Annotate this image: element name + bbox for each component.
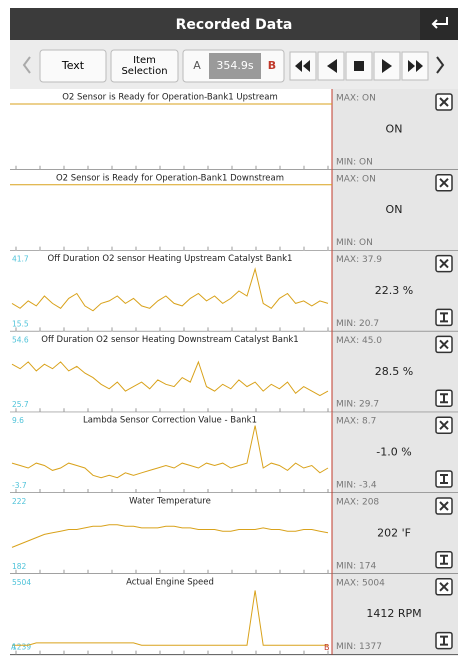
back-icon [431, 17, 448, 29]
play-icon [382, 59, 392, 73]
scale-icon [440, 554, 448, 565]
graph-panel [10, 250, 332, 332]
signal-trace [11, 425, 329, 479]
graph-panel [10, 89, 332, 170]
scale-icon [440, 635, 448, 646]
scale-icon [440, 312, 448, 323]
remove-icon [439, 178, 449, 188]
current-value: ON [386, 122, 403, 135]
stop-icon [354, 61, 364, 71]
current-value: -1.0 % [376, 446, 411, 459]
graph-title: Off Duration O2 sensor Heating Downstrea… [41, 335, 298, 345]
signal-trace [11, 524, 329, 548]
min-label: MIN: ON [336, 157, 373, 167]
cursor-a[interactable]: A [193, 59, 201, 72]
graph-title: O2 Sensor is Ready for Operation-Bank1 U… [62, 93, 278, 103]
signal-trace [12, 590, 328, 646]
max-label: MAX: 37.9 [336, 255, 382, 265]
current-value: 28.5 % [375, 365, 413, 378]
prev-page[interactable] [22, 56, 31, 74]
scale-icon [440, 393, 448, 404]
media-controls [289, 51, 429, 81]
item-button-label: Item Selection [121, 55, 168, 77]
axis-top-label: 222 [12, 497, 27, 506]
current-value: 202 'F [377, 526, 411, 539]
item-button-wrap: Item Selection [121, 55, 168, 77]
max-label: MAX: 5004 [336, 578, 385, 588]
axis-top-label: 5504 [12, 578, 31, 587]
graph-title: Lambda Sensor Correction Value - Bank1 [83, 416, 257, 426]
min-label: MIN: 1377 [336, 642, 382, 652]
item-button[interactable] [110, 49, 179, 83]
current-value: ON [386, 203, 403, 216]
axis-bottom-label: 1239 [12, 643, 31, 652]
axis-bottom-label: 15.5 [12, 319, 29, 328]
axis-top-label: 54.6 [12, 335, 29, 344]
graph-panel [10, 493, 332, 574]
current-value: 22.3 % [375, 284, 413, 297]
max-label: MAX: ON [336, 174, 376, 184]
cursor-a-marker: A [11, 643, 17, 652]
cursor-b[interactable]: B [268, 59, 276, 72]
axis-top-label: 41.7 [12, 255, 29, 264]
time-box [209, 53, 261, 79]
min-label: MIN: 20.7 [336, 319, 379, 329]
min-label: MIN: -3.4 [336, 481, 377, 491]
axis-bottom-label: -3.7 [12, 481, 27, 490]
cursor-b-marker: B [324, 643, 330, 652]
remove-icon [439, 582, 449, 592]
max-label: MAX: 45.0 [336, 336, 382, 346]
graph-panel [10, 412, 332, 493]
header-title: Recorded Data [176, 17, 293, 33]
max-label: MAX: 208 [336, 498, 379, 508]
graph-title: Off Duration O2 sensor Heating Upstream … [48, 254, 293, 264]
graph-title: Actual Engine Speed [126, 577, 214, 587]
graph-title: Water Temperature [129, 497, 211, 507]
min-label: MIN: 29.7 [336, 400, 379, 410]
remove-icon [439, 97, 449, 107]
time-label: 354.9s [216, 59, 253, 72]
min-label: MIN: 174 [336, 561, 376, 571]
step-back-icon [327, 59, 337, 73]
axis-top-label: 9.6 [12, 416, 24, 425]
axis-bottom-label: 25.7 [12, 400, 29, 409]
graph-panel [10, 573, 332, 655]
remove-icon [439, 339, 449, 350]
ff-icon [408, 60, 423, 72]
remove-icon [439, 420, 449, 430]
axis-bottom-label: 182 [12, 562, 27, 571]
next-page[interactable] [436, 56, 445, 74]
scale-icon [440, 474, 448, 484]
remove-icon [439, 258, 449, 269]
graph-panel [10, 169, 332, 251]
signal-trace [11, 267, 329, 312]
graph-title: O2 Sensor is Ready for Operation-Bank1 D… [56, 173, 284, 183]
rewind-icon [295, 60, 310, 72]
signal-trace [11, 360, 329, 397]
text-button-label: Text [61, 59, 85, 72]
text-button[interactable] [39, 49, 107, 83]
max-label: MAX: ON [336, 94, 376, 104]
header-bar [10, 8, 458, 40]
min-label: MIN: ON [336, 238, 373, 248]
max-label: MAX: 8.7 [336, 417, 376, 427]
current-value: 1412 RPM [366, 607, 421, 620]
graph-panel [10, 331, 332, 413]
remove-icon [439, 501, 449, 511]
